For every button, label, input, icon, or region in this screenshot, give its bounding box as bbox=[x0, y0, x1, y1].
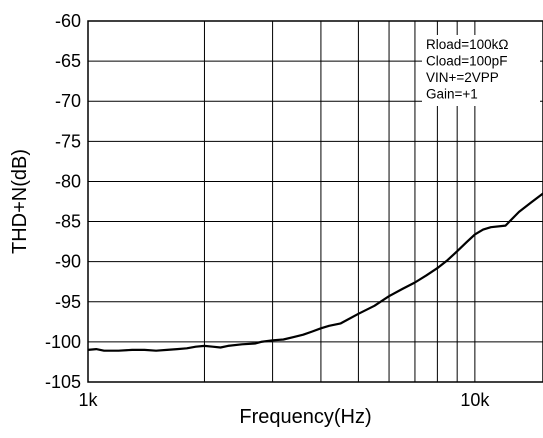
y-tick-label: -105 bbox=[45, 372, 81, 392]
y-axis-label: THD+N(dB) bbox=[9, 149, 31, 254]
x-tick-label: 1k bbox=[78, 390, 98, 410]
y-tick-label: -70 bbox=[55, 91, 81, 111]
annotation-text: VIN+=2VPP bbox=[426, 70, 499, 85]
y-tick-label: -65 bbox=[55, 51, 81, 71]
y-tick-label: -60 bbox=[55, 11, 81, 31]
y-tick-label: -80 bbox=[55, 171, 81, 191]
y-tick-label: -100 bbox=[45, 332, 81, 352]
annotation-text: Rload=100kΩ bbox=[426, 37, 509, 52]
y-tick-labels: -60 -65 -70 -75 -80 -85 -90 -95 -100 -105 bbox=[45, 11, 81, 392]
annotation-text: Gain=+1 bbox=[426, 87, 478, 102]
x-tick-label: 10k bbox=[460, 390, 490, 410]
annotation-background bbox=[422, 35, 540, 106]
annotation-text: Cload=100pF bbox=[426, 54, 507, 69]
x-tick-labels: 1k 10k bbox=[78, 390, 490, 410]
plot-frame bbox=[87, 20, 543, 383]
y-tick-label: -90 bbox=[55, 252, 81, 272]
x-axis-label: Frequency(Hz) bbox=[239, 406, 371, 428]
series-layer bbox=[87, 192, 543, 352]
y-tick-label: -95 bbox=[55, 292, 81, 312]
thdn-series-line bbox=[87, 192, 543, 352]
y-tick-label: -85 bbox=[55, 212, 81, 232]
y-tick-label: -75 bbox=[55, 131, 81, 151]
